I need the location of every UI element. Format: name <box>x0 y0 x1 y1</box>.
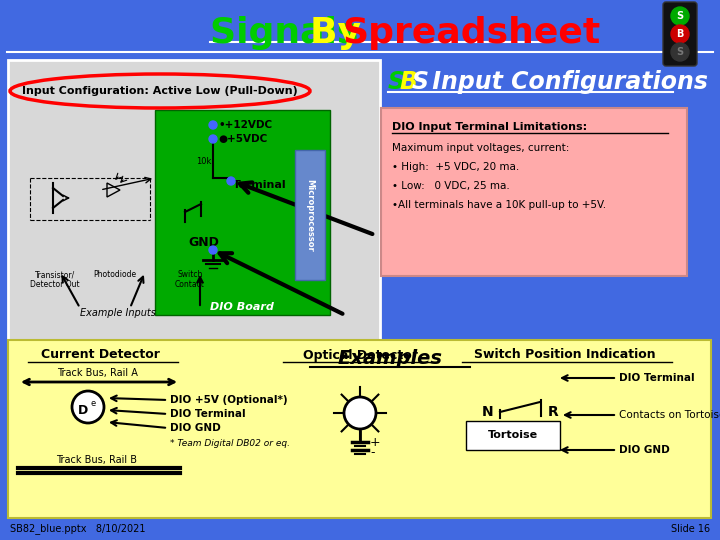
Text: •All terminals have a 10K pull-up to +5V.: •All terminals have a 10K pull-up to +5V… <box>392 200 606 210</box>
Text: Transistor/
Detector Out: Transistor/ Detector Out <box>30 270 80 289</box>
Text: D: D <box>78 403 88 416</box>
Text: Terminal: Terminal <box>233 180 287 190</box>
Text: Switch
Contact: Switch Contact <box>175 270 205 289</box>
Circle shape <box>72 391 104 423</box>
Circle shape <box>209 135 217 143</box>
FancyBboxPatch shape <box>663 2 697 66</box>
Text: ●+5VDC: ●+5VDC <box>218 134 267 144</box>
Text: S: S <box>676 11 683 21</box>
Text: By: By <box>310 16 374 50</box>
Text: e: e <box>91 400 96 408</box>
Text: Contacts on Tortoise: Contacts on Tortoise <box>619 410 720 420</box>
Text: Tortoise: Tortoise <box>488 430 538 440</box>
Text: Input Configurations: Input Configurations <box>424 70 708 94</box>
Text: SB82_blue.pptx   8/10/2021: SB82_blue.pptx 8/10/2021 <box>10 524 145 535</box>
Text: Track Bus, Rail A: Track Bus, Rail A <box>57 368 138 378</box>
Text: Maximum input voltages, current:: Maximum input voltages, current: <box>392 143 570 153</box>
Text: Optical Detector: Optical Detector <box>302 348 418 361</box>
Text: DIO GND: DIO GND <box>619 445 670 455</box>
Text: Examples: Examples <box>338 348 443 368</box>
Circle shape <box>671 43 689 61</box>
Circle shape <box>209 246 217 254</box>
Text: •+12VDC: •+12VDC <box>218 120 272 130</box>
Text: B: B <box>400 70 418 94</box>
Text: Microprocessor: Microprocessor <box>305 179 315 252</box>
FancyBboxPatch shape <box>466 421 560 450</box>
Text: DIO Input Terminal Limitations:: DIO Input Terminal Limitations: <box>392 122 587 132</box>
Text: DIO Terminal: DIO Terminal <box>619 373 695 383</box>
FancyBboxPatch shape <box>295 150 325 280</box>
Text: DIO +5V (Optional*): DIO +5V (Optional*) <box>170 395 287 405</box>
Circle shape <box>344 397 376 429</box>
Text: Example Inputs: Example Inputs <box>80 308 156 318</box>
Text: N: N <box>482 405 494 419</box>
Text: S: S <box>676 47 683 57</box>
Text: -: - <box>370 447 374 460</box>
Circle shape <box>671 25 689 43</box>
Text: DIO Board: DIO Board <box>210 302 274 312</box>
FancyBboxPatch shape <box>155 110 330 315</box>
Circle shape <box>209 121 217 129</box>
Circle shape <box>227 177 235 185</box>
Text: Slide 16: Slide 16 <box>671 524 710 534</box>
Text: Input Configuration: Active Low (Pull-Down): Input Configuration: Active Low (Pull-Do… <box>22 86 298 96</box>
Text: S: S <box>388 70 405 94</box>
FancyBboxPatch shape <box>8 60 380 342</box>
Text: GND: GND <box>188 235 219 248</box>
Circle shape <box>671 7 689 25</box>
Text: B: B <box>676 29 684 39</box>
FancyBboxPatch shape <box>381 108 687 276</box>
Text: S: S <box>412 70 429 94</box>
Text: * Team Digital DB02 or eq.: * Team Digital DB02 or eq. <box>170 440 290 449</box>
Text: • High:  +5 VDC, 20 ma.: • High: +5 VDC, 20 ma. <box>392 162 519 172</box>
Text: Signals: Signals <box>210 16 371 50</box>
Text: Track Bus, Rail B: Track Bus, Rail B <box>56 455 138 465</box>
Text: • Low:   0 VDC, 25 ma.: • Low: 0 VDC, 25 ma. <box>392 181 510 191</box>
Text: DIO GND: DIO GND <box>170 423 221 433</box>
FancyBboxPatch shape <box>8 340 711 518</box>
Text: 10k: 10k <box>197 158 212 166</box>
Text: Switch Position Indication: Switch Position Indication <box>474 348 656 361</box>
Text: Photodiode: Photodiode <box>94 270 137 279</box>
Text: DIO Terminal: DIO Terminal <box>170 409 246 419</box>
Text: Spreadsheet: Spreadsheet <box>342 16 600 50</box>
Text: R: R <box>548 405 559 419</box>
Text: Current Detector: Current Detector <box>40 348 159 361</box>
Text: +: + <box>370 436 381 449</box>
